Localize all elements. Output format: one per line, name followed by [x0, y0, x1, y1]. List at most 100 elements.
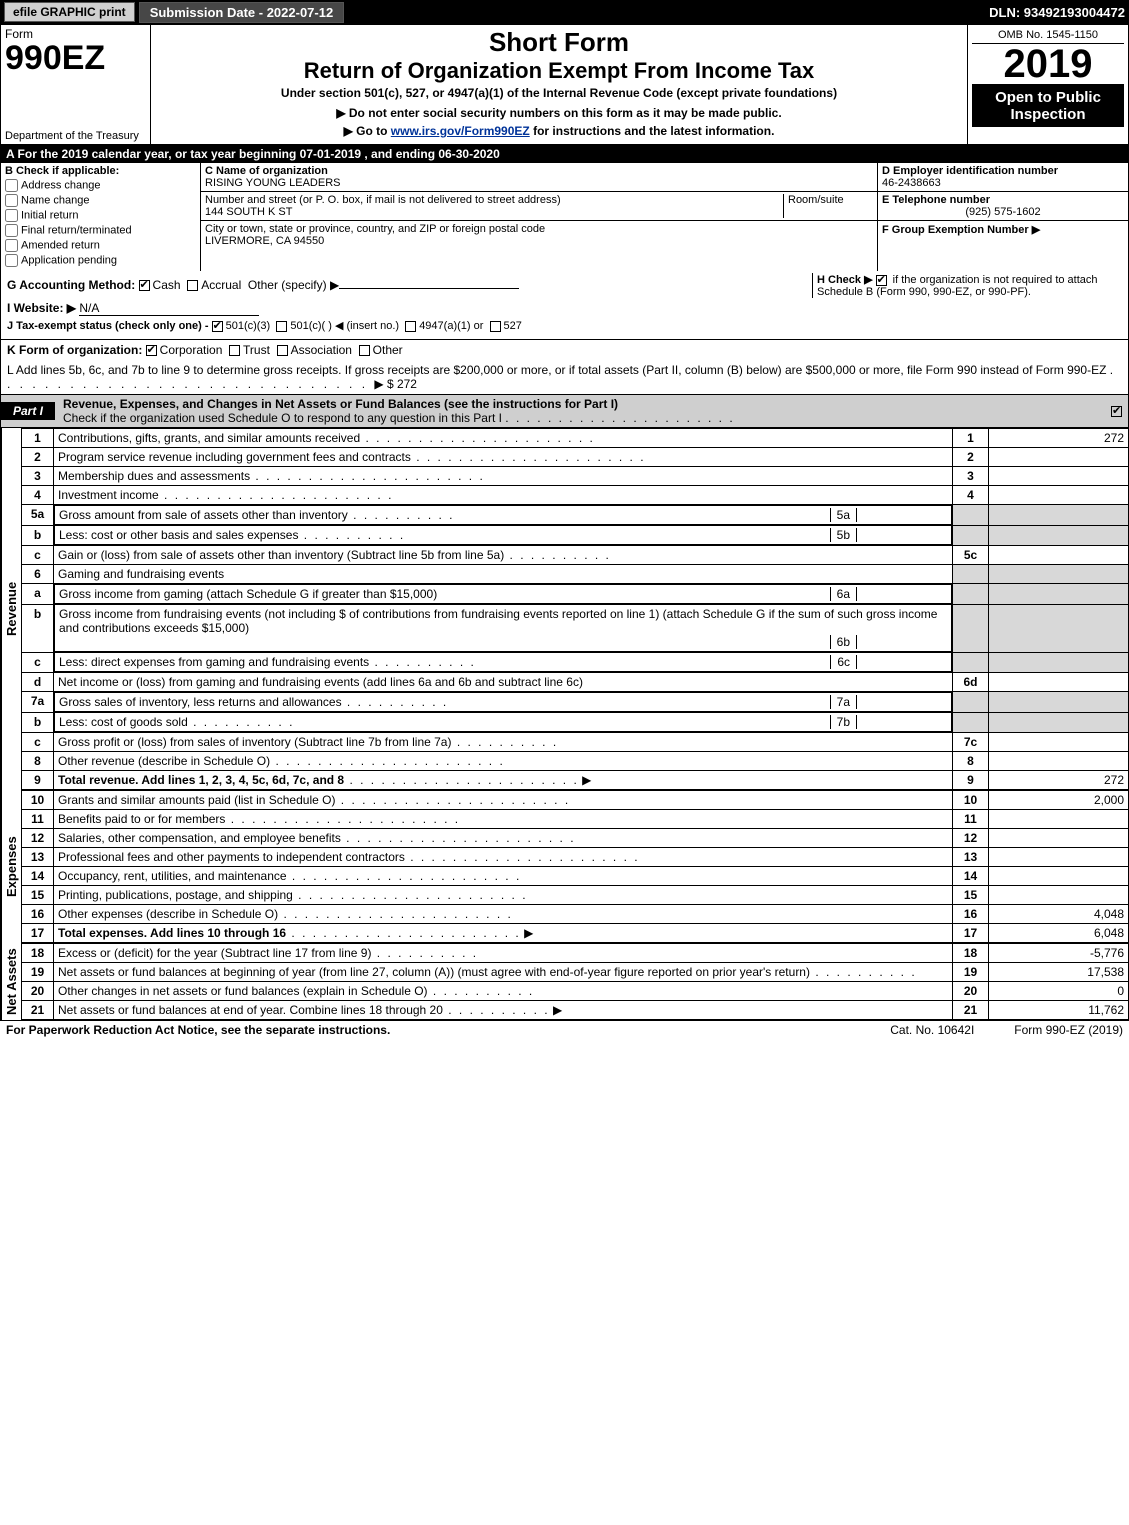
chk-amended-return[interactable]: Amended return [5, 239, 196, 252]
g-other: Other (specify) ▶ [248, 278, 339, 292]
org-name-row: C Name of organization RISING YOUNG LEAD… [201, 163, 877, 192]
line-9: 9Total revenue. Add lines 1, 2, 3, 4, 5c… [22, 771, 1129, 790]
line-5b: bLess: cost or other basis and sales exp… [22, 525, 1129, 546]
line-6c: cLess: direct expenses from gaming and f… [22, 652, 1129, 673]
chk-initial-return[interactable]: Initial return [5, 209, 196, 222]
g-other-input[interactable] [339, 288, 519, 289]
line-10: 10Grants and similar amounts paid (list … [22, 791, 1129, 810]
netassets-table: 18Excess or (deficit) for the year (Subt… [21, 943, 1129, 1020]
line-18: 18Excess or (deficit) for the year (Subt… [22, 944, 1129, 963]
ein-value: 46-2438663 [882, 177, 941, 189]
part1-title: Revenue, Expenses, and Changes in Net As… [63, 395, 735, 427]
h-label: H Check ▶ [817, 274, 873, 286]
j-527-checkbox[interactable] [490, 321, 501, 332]
open-inspection: Open to Public Inspection [972, 85, 1124, 127]
ssn-note: ▶ Do not enter social security numbers o… [155, 106, 963, 120]
chk-address-change[interactable]: Address change [5, 179, 196, 192]
k-assoc-checkbox[interactable] [277, 345, 288, 356]
expenses-label: Expenses [1, 790, 21, 943]
line-5c: cGain or (loss) from sale of assets othe… [22, 546, 1129, 565]
revenue-table: 1Contributions, gifts, grants, and simil… [21, 428, 1129, 790]
chk-application-pending[interactable]: Application pending [5, 254, 196, 267]
g-cash-checkbox[interactable] [139, 280, 150, 291]
part1-tag: Part I [1, 402, 55, 420]
goto-line: ▶ Go to www.irs.gov/Form990EZ for instru… [155, 124, 963, 138]
addr-row: Number and street (or P. O. box, if mail… [201, 192, 877, 221]
form-header: Form 990EZ Department of the Treasury Sh… [0, 24, 1129, 145]
chk-name-change[interactable]: Name change [5, 194, 196, 207]
k-corp-checkbox[interactable] [146, 345, 157, 356]
chk-final-return[interactable]: Final return/terminated [5, 224, 196, 237]
expenses-table: 10Grants and similar amounts paid (list … [21, 790, 1129, 943]
period-bar: A For the 2019 calendar year, or tax yea… [0, 145, 1129, 163]
room-label: Room/suite [783, 194, 873, 218]
revenue-section: Revenue 1Contributions, gifts, grants, a… [0, 428, 1129, 790]
id-column: D Employer identification number 46-2438… [878, 163, 1128, 271]
g-accrual: Accrual [201, 278, 241, 292]
j-4947-checkbox[interactable] [405, 321, 416, 332]
line-16: 16Other expenses (describe in Schedule O… [22, 905, 1129, 924]
addr-value: 144 SOUTH K ST [205, 206, 292, 218]
k-trust-checkbox[interactable] [229, 345, 240, 356]
form-number: 990EZ [5, 41, 146, 75]
mid-block: H Check ▶ if the organization is not req… [0, 271, 1129, 340]
phone-row: E Telephone number (925) 575-1602 [878, 192, 1128, 221]
g-label: G Accounting Method: [7, 278, 135, 292]
city-row: City or town, state or province, country… [201, 221, 877, 249]
j-501c3: 501(c)(3) [226, 320, 271, 332]
k-assoc: Association [291, 343, 352, 357]
ein-row: D Employer identification number 46-2438… [878, 163, 1128, 192]
check-title: B Check if applicable: [5, 165, 196, 177]
irs-link[interactable]: www.irs.gov/Form990EZ [391, 124, 530, 138]
addr-label: Number and street (or P. O. box, if mail… [205, 194, 561, 206]
line-5a: 5aGross amount from sale of assets other… [22, 505, 1129, 526]
org-name: RISING YOUNG LEADERS [205, 177, 341, 189]
revenue-label: Revenue [1, 428, 21, 790]
line-2: 2Program service revenue including gover… [22, 448, 1129, 467]
l-value: ▶ $ 272 [374, 377, 417, 391]
part1-bar: Part I Revenue, Expenses, and Changes in… [0, 395, 1129, 428]
efile-button[interactable]: efile GRAPHIC print [4, 2, 135, 22]
short-form-title: Short Form [155, 27, 963, 58]
line-l: L Add lines 5b, 6c, and 7b to line 9 to … [0, 360, 1129, 395]
k-other-checkbox[interactable] [359, 345, 370, 356]
k-other: Other [373, 343, 403, 357]
check-column: B Check if applicable: Address change Na… [1, 163, 201, 271]
line-7b: bLess: cost of goods sold7b [22, 712, 1129, 733]
j-527: 527 [504, 320, 522, 332]
part1-schedo-checkbox[interactable] [1111, 406, 1122, 417]
line-13: 13Professional fees and other payments t… [22, 848, 1129, 867]
e-label: E Telephone number [882, 194, 990, 206]
main-title: Return of Organization Exempt From Incom… [155, 58, 963, 84]
header-center: Short Form Return of Organization Exempt… [151, 25, 968, 144]
line-12: 12Salaries, other compensation, and empl… [22, 829, 1129, 848]
part1-check-note: Check if the organization used Schedule … [63, 411, 502, 425]
line-j: J Tax-exempt status (check only one) - 5… [7, 319, 1122, 332]
line-3: 3Membership dues and assessments3 [22, 467, 1129, 486]
line-4: 4Investment income4 [22, 486, 1129, 505]
footer-cat: Cat. No. 10642I [890, 1023, 974, 1037]
k-label: K Form of organization: [7, 343, 142, 357]
h-checkbox[interactable] [876, 275, 887, 286]
j-501c3-checkbox[interactable] [212, 321, 223, 332]
j-501c-checkbox[interactable] [276, 321, 287, 332]
line-7c: cGross profit or (loss) from sales of in… [22, 733, 1129, 752]
footer-right: Form 990-EZ (2019) [1014, 1023, 1123, 1037]
line-k: K Form of organization: Corporation Trus… [0, 340, 1129, 360]
g-accrual-checkbox[interactable] [187, 280, 198, 291]
k-corp: Corporation [160, 343, 223, 357]
line-1: 1Contributions, gifts, grants, and simil… [22, 429, 1129, 448]
line-20: 20Other changes in net assets or fund ba… [22, 982, 1129, 1001]
j-label: J Tax-exempt status (check only one) - [7, 320, 209, 332]
city-label: City or town, state or province, country… [205, 223, 545, 235]
line-11: 11Benefits paid to or for members11 [22, 810, 1129, 829]
line-i: I Website: ▶ N/A [7, 301, 1122, 316]
line-15: 15Printing, publications, postage, and s… [22, 886, 1129, 905]
info-grid: B Check if applicable: Address change Na… [0, 163, 1129, 271]
line-6a: aGross income from gaming (attach Schedu… [22, 584, 1129, 605]
city-value: LIVERMORE, CA 94550 [205, 235, 324, 247]
header-right: OMB No. 1545-1150 2019 Open to Public In… [968, 25, 1128, 144]
group-exemption-row: F Group Exemption Number ▶ [878, 221, 1128, 238]
page-footer: For Paperwork Reduction Act Notice, see … [0, 1020, 1129, 1039]
top-bar: efile GRAPHIC print Submission Date - 20… [0, 0, 1129, 24]
